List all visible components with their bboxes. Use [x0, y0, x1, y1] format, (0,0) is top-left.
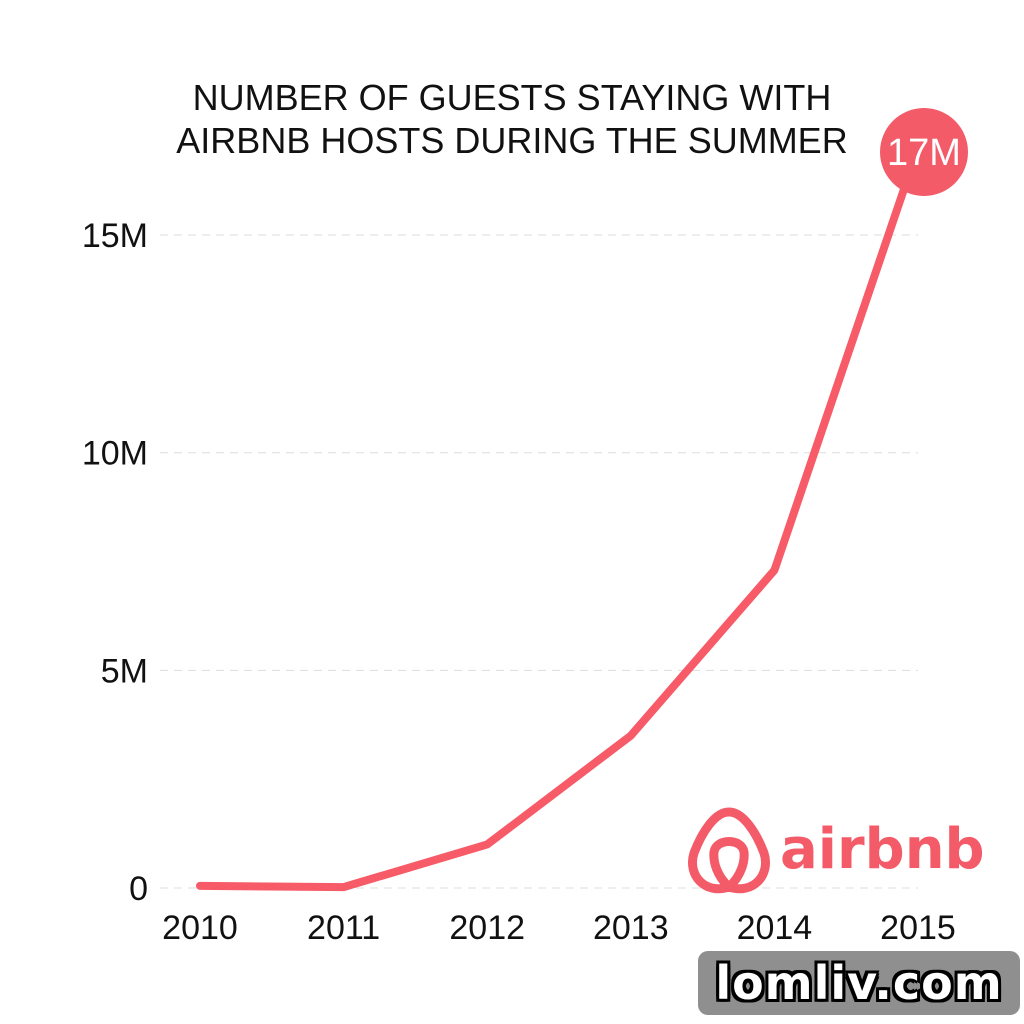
- series-line: [196, 143, 922, 892]
- chart-title-line-1: NUMBER OF GUESTS STAYING WITH: [193, 77, 832, 118]
- y-axis-ticks: 0 5M 10M 15M: [82, 217, 148, 908]
- watermark: lomliv.com: [698, 951, 1020, 1015]
- x-tick-label: 2012: [449, 909, 525, 947]
- x-tick-label: 2011: [307, 909, 380, 947]
- chart-title-line-2: AIRBNB HOSTS DURING THE SUMMER: [176, 120, 847, 161]
- x-tick-label: 2014: [737, 909, 813, 947]
- gridlines: [160, 234, 918, 889]
- x-tick-label: 2010: [162, 909, 238, 947]
- x-tick-label: 2013: [593, 909, 669, 947]
- y-tick-label: 0: [129, 870, 148, 908]
- y-tick-label: 5M: [101, 652, 148, 690]
- callout-circle: [880, 107, 968, 196]
- series-line-layer: [196, 143, 922, 892]
- callout-label: 17M: [887, 132, 961, 174]
- airbnb-wordmark: airbnb: [780, 817, 985, 882]
- watermark-text: lomliv.com: [715, 956, 1003, 1010]
- airbnb-logo: airbnb: [688, 807, 985, 894]
- x-tick-label: 2015: [880, 909, 956, 947]
- x-axis-ticks: 2010 2011 2012 2013 2014 2015: [162, 909, 956, 947]
- airbnb-belo-icon: [688, 807, 770, 894]
- y-tick-label: 15M: [82, 217, 148, 255]
- y-tick-label: 10M: [82, 435, 148, 473]
- callout-bubble: 17M: [880, 107, 968, 196]
